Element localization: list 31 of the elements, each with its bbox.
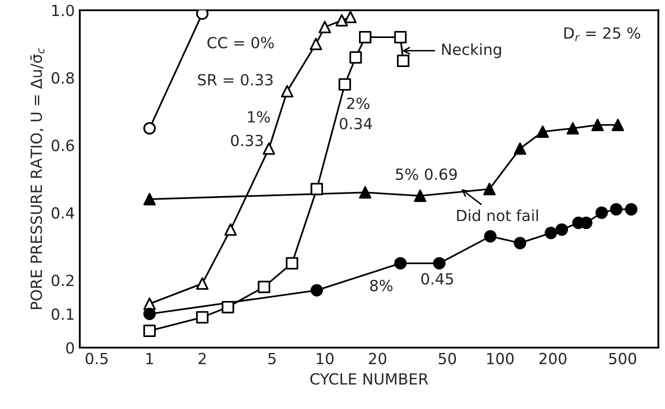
x-tick-label: 500 — [609, 352, 636, 364]
x-tick-label: 1 — [146, 352, 153, 364]
x-tick-label: 20 — [368, 352, 386, 364]
x-tick-label: 10 — [316, 352, 334, 364]
x-tick-label: 50 — [438, 352, 456, 364]
x-axis-title: CYCLE NUMBER — [310, 373, 428, 385]
x-tick-label: 200 — [539, 352, 566, 364]
annotation: 0.34 — [340, 118, 372, 130]
y-tick-label: 0.1 — [52, 308, 74, 320]
annotation: 8% — [370, 280, 392, 292]
annotation: 0.45 — [421, 273, 454, 285]
annotation: Necking — [442, 43, 502, 58]
annotation: 0.33 — [231, 134, 263, 146]
y-tick-label: 0 — [66, 342, 74, 354]
y-tick-label: 0.6 — [52, 140, 74, 152]
annotation: SR = 0.33 — [198, 74, 273, 86]
annotation: CC = 0% — [207, 36, 274, 48]
annotation: 1% — [248, 111, 270, 123]
annotation: Did not fail — [457, 209, 538, 222]
y-tick-label: 0.2 — [52, 274, 74, 286]
x-tick-label: 2 — [198, 352, 206, 364]
x-tick-label: 5 — [268, 352, 276, 364]
x-tick-label: 0.5 — [86, 352, 108, 364]
y-tick-label: 0.8 — [52, 72, 74, 84]
x-tick-label: 100 — [487, 352, 514, 364]
y-axis-title: PORE PRESSURE RATIO, U = Δu/σ̄$_{c}$ — [30, 48, 44, 309]
annotation: 2% — [347, 98, 370, 110]
y-tick-label: 1.0 — [52, 4, 74, 16]
annotation: 5% 0.69 — [396, 168, 457, 180]
y-tick-label: 0.4 — [52, 207, 74, 219]
annotation: D$_{r}$ = 25 % — [564, 27, 640, 42]
